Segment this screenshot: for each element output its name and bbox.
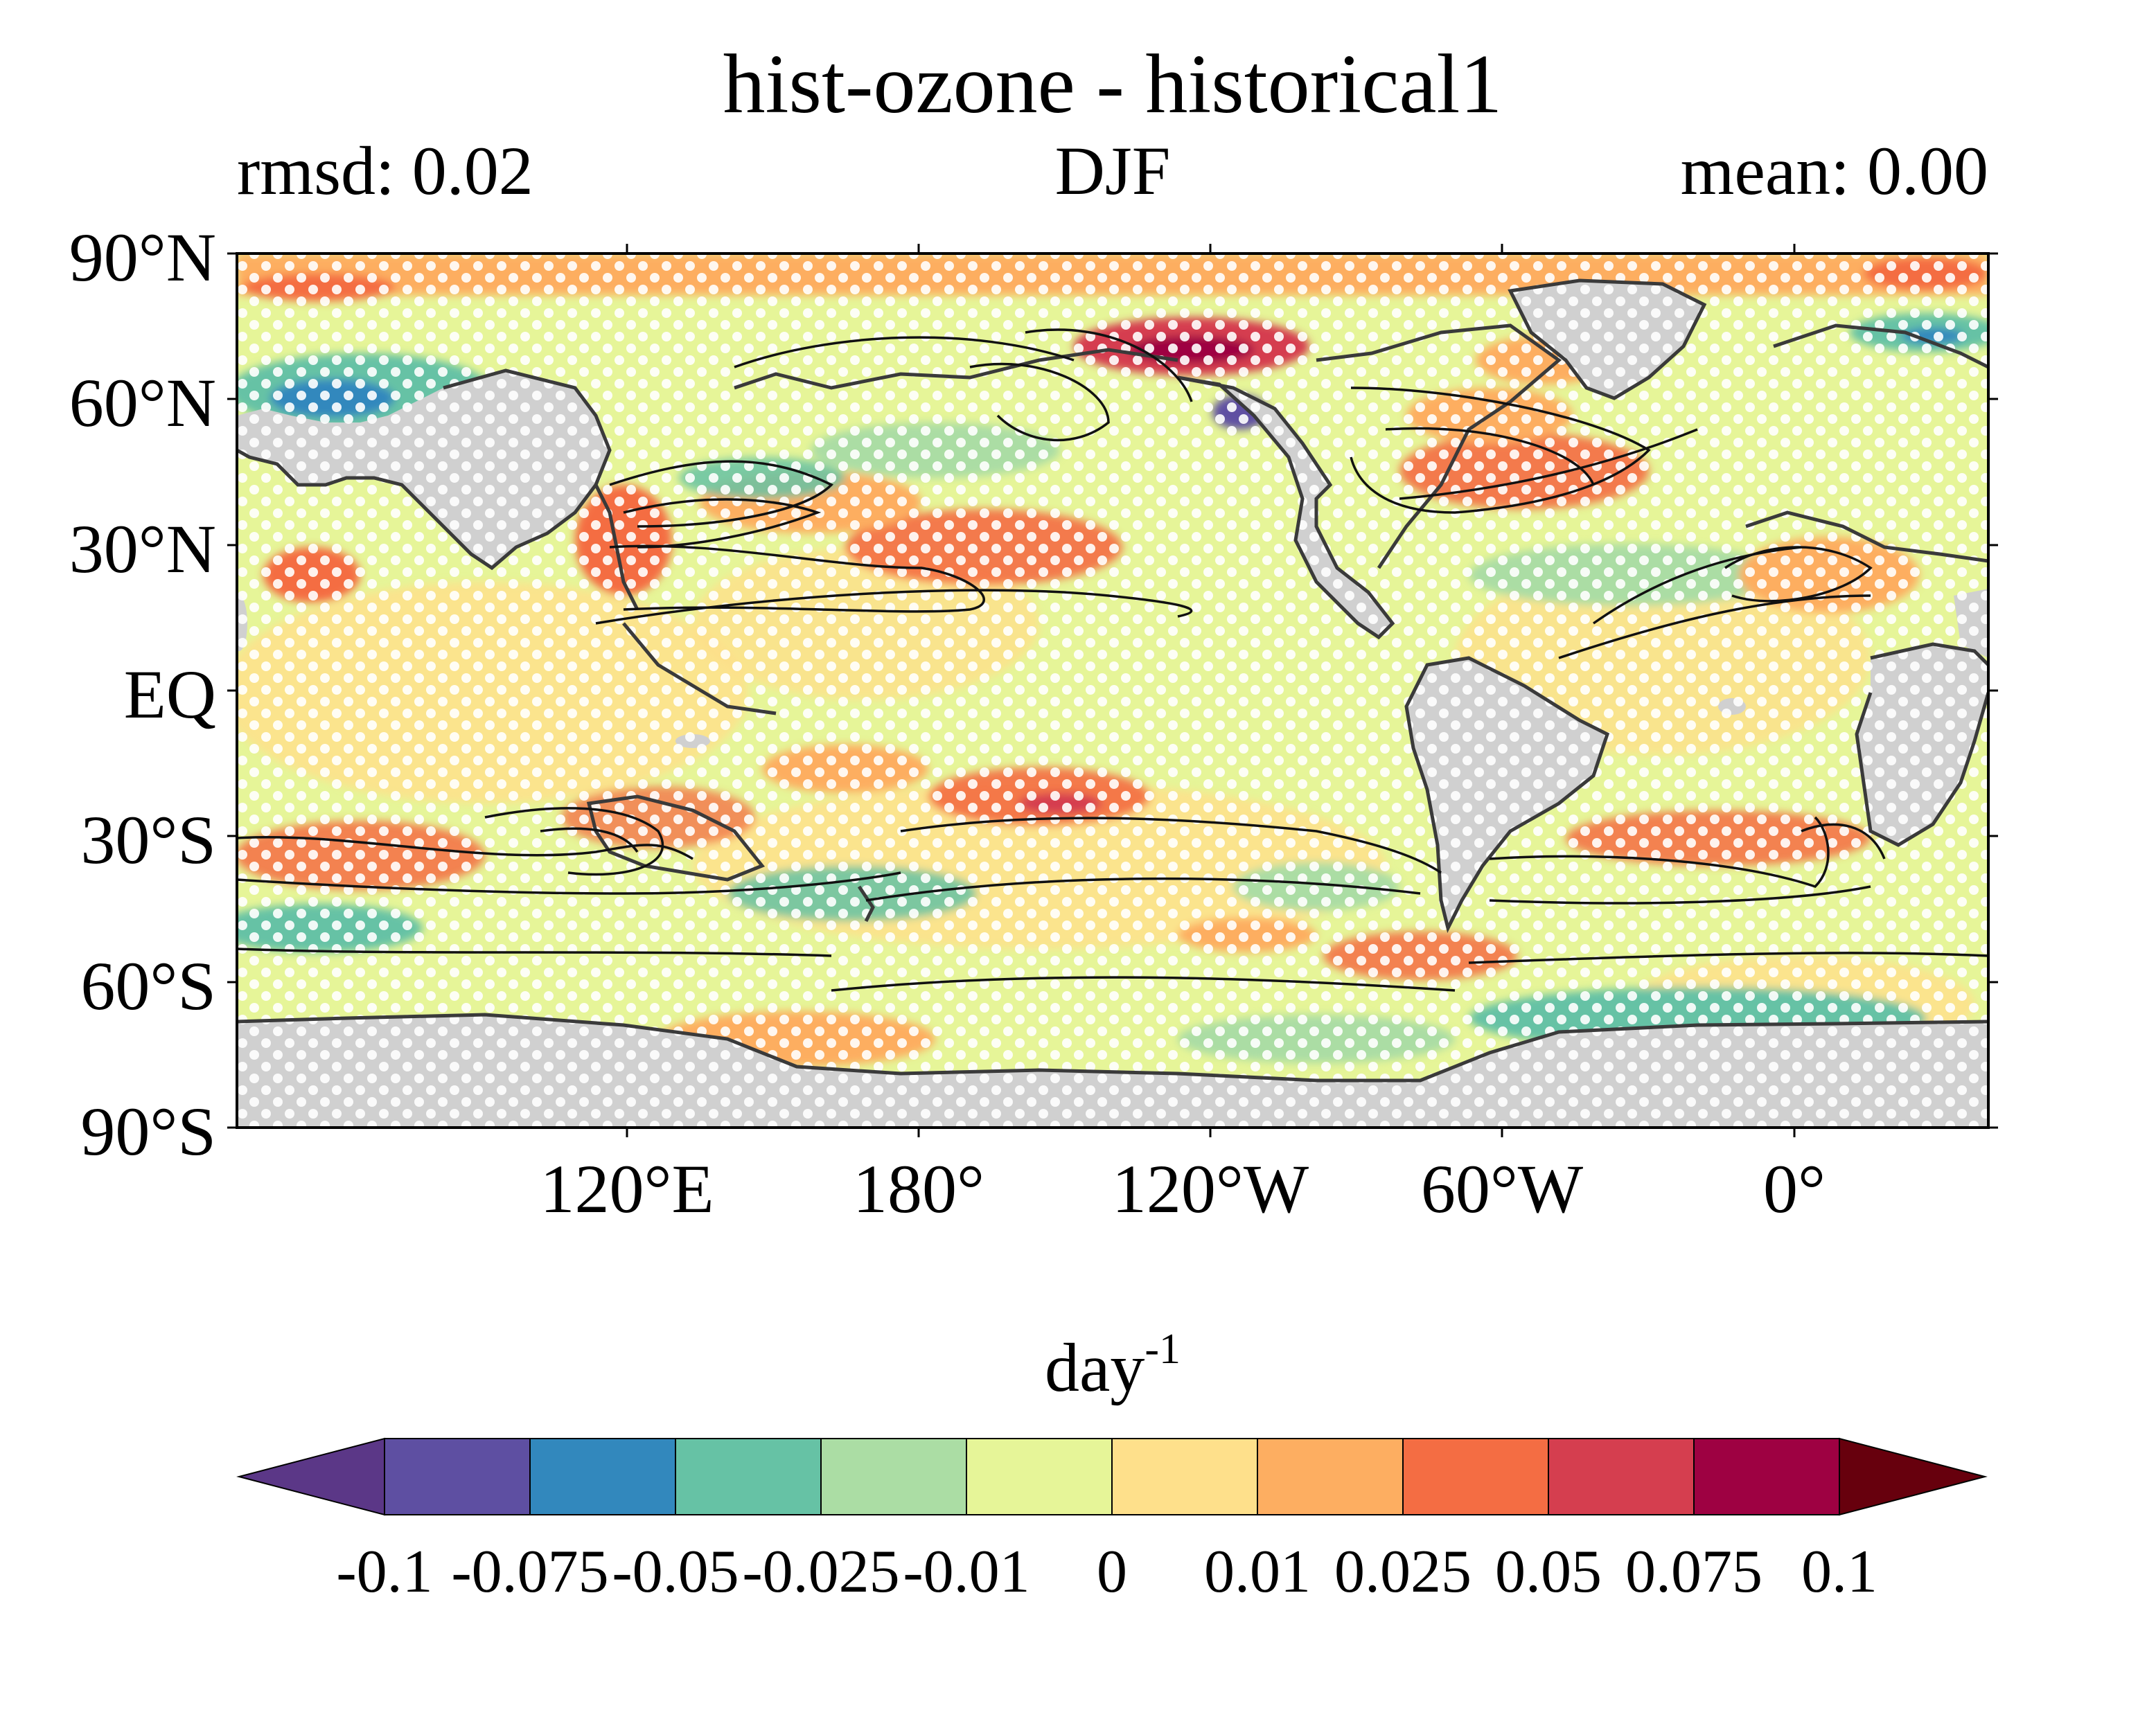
axis-ticks (227, 244, 1998, 1137)
latitude-labels: 90°N 60°N 30°N EQ 30°S 60°S 90°S (69, 219, 216, 1170)
colorbar-segment (1548, 1438, 1695, 1515)
lat-label: 90°S (80, 1093, 216, 1170)
colorbar-tick-label: -0.05 (612, 1538, 739, 1605)
longitude-labels: 120°E 180° 120°W 60°W 0° (540, 1150, 1826, 1227)
colorbar-tick-label: 0 (1097, 1538, 1127, 1605)
rmsd-annotation: rmsd: 0.02 (237, 132, 533, 209)
colorbar-segment (966, 1438, 1113, 1515)
unit-exponent: -1 (1145, 1326, 1181, 1373)
lat-label: 30°S (80, 801, 216, 878)
colorbar-tick-label: 0.05 (1495, 1538, 1602, 1605)
colorbar (236, 1437, 1988, 1516)
map-title: hist-ozone - historical1 (723, 37, 1503, 131)
season-annotation: DJF (1055, 132, 1171, 209)
colorbar-tick-label: 0.075 (1625, 1538, 1762, 1605)
coastlines (237, 278, 1988, 1083)
lat-label: 60°N (69, 364, 216, 441)
colorbar-tick-label: -0.01 (903, 1538, 1030, 1605)
mean-annotation: mean: 0.00 (1681, 132, 1988, 209)
colorbar-tick-label: 0.1 (1801, 1538, 1877, 1605)
significance-stippling (237, 253, 1988, 1128)
colorbar-under-extend (236, 1437, 385, 1516)
lon-label: 120°E (540, 1150, 714, 1227)
colorbar-segment (1111, 1438, 1258, 1515)
colorbar-segment (1693, 1438, 1840, 1515)
colorbar-segment (384, 1438, 531, 1515)
colorbar-tick-label: 0.025 (1334, 1538, 1472, 1605)
colorbar-tick-label: -0.1 (336, 1538, 432, 1605)
colorbar-tick-label: -0.025 (742, 1538, 899, 1605)
colorbar-over-extend (1839, 1437, 1988, 1516)
map-panel (237, 253, 1988, 1128)
colorbar-unit-label: day-1 (1045, 1326, 1181, 1406)
colorbar-tick-labels: -0.1 -0.075 -0.05 -0.025 -0.01 0 0.01 0.025 0.05… (336, 1538, 1877, 1605)
lat-label: EQ (124, 656, 216, 733)
colorbar-tick-label: 0.01 (1204, 1538, 1311, 1605)
colorbar-segment (1402, 1438, 1549, 1515)
lat-label: 90°N (69, 219, 216, 296)
lat-label: 30°N (69, 510, 216, 587)
lon-label: 120°W (1112, 1150, 1309, 1227)
unit-base: day (1045, 1329, 1145, 1406)
colorbar-tick-label: -0.075 (451, 1538, 608, 1605)
lon-label: 0° (1763, 1150, 1826, 1227)
colorbar-segment (820, 1438, 967, 1515)
climatology-contours (237, 328, 1988, 992)
colorbar-segment (529, 1438, 676, 1515)
colorbar-segment (1257, 1438, 1404, 1515)
lon-label: 180° (853, 1150, 984, 1227)
colorbar-segment (675, 1438, 822, 1515)
lon-label: 60°W (1421, 1150, 1584, 1227)
lat-label: 60°S (80, 948, 216, 1024)
